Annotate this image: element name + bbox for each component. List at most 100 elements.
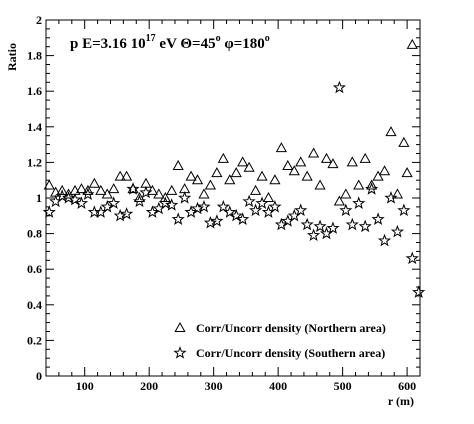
- axis-ticks: 0 0.2 0.4 0.6 0.8 1 1.2 1.4 1.6 1.8 2 100 200 300 400 5…: [27, 13, 421, 393]
- star-point: [255, 196, 269, 209]
- star-point: [126, 182, 140, 195]
- data-points: [42, 38, 426, 298]
- star-point: [178, 191, 192, 204]
- legend-star-icon: [173, 346, 187, 359]
- triangle-point: [262, 191, 275, 202]
- legend-label-northern: Corr/Uncorr density (Northern area): [196, 321, 386, 335]
- triangle-point: [237, 156, 249, 167]
- y-tick-label: 0.6: [27, 262, 42, 276]
- triangle-point: [288, 165, 300, 176]
- triangle-point: [295, 156, 307, 167]
- star-point: [300, 217, 314, 231]
- triangle-point: [88, 177, 100, 188]
- star-point: [242, 194, 256, 208]
- triangle-point: [191, 174, 204, 185]
- star-point: [397, 203, 411, 217]
- triangle-point: [398, 136, 410, 147]
- x-tick-label: 300: [205, 379, 223, 393]
- chart-title: p E=3.16 1017 eV Θ=45o φ=180o: [70, 33, 270, 52]
- star-point: [210, 214, 224, 227]
- x-tick-label: 500: [334, 379, 352, 393]
- triangle-point: [43, 179, 55, 190]
- triangle-point: [95, 184, 107, 195]
- triangle-point: [146, 184, 158, 195]
- triangle-point: [333, 195, 345, 206]
- star-point: [165, 198, 179, 211]
- triangle-point: [378, 165, 391, 176]
- y-tick-label: 2: [36, 13, 42, 27]
- triangle-point: [327, 158, 339, 169]
- triangle-point: [340, 188, 352, 199]
- y-tick-label: 1.8: [27, 49, 42, 63]
- star-point: [294, 203, 308, 217]
- star-point: [365, 182, 379, 195]
- star-point: [384, 191, 398, 204]
- legend-marker-triangle: [174, 321, 186, 332]
- star-point: [107, 196, 121, 209]
- star-point: [248, 203, 263, 217]
- triangle-point: [185, 170, 197, 181]
- star-point: [371, 212, 385, 225]
- star-point: [332, 80, 346, 94]
- triangle-point: [275, 142, 287, 153]
- triangle-point: [269, 174, 281, 185]
- star-point: [358, 219, 372, 233]
- triangle-point: [217, 152, 229, 163]
- star-point: [81, 187, 95, 201]
- x-tick-label: 100: [76, 379, 94, 393]
- legend-label-southern: Corr/Uncorr density (Southern area): [196, 346, 385, 360]
- x-tick-label: 400: [269, 379, 287, 393]
- triangle-point: [159, 191, 171, 202]
- title-prefix: p E=3.16 10: [70, 36, 146, 52]
- star-point: [216, 199, 230, 213]
- star-point: [223, 205, 237, 218]
- triangle-point: [346, 156, 358, 167]
- y-tick-label: 1.2: [27, 155, 42, 169]
- star-point: [132, 194, 147, 208]
- triangle-point: [385, 126, 397, 137]
- star-point: [326, 221, 340, 234]
- triangle-point: [353, 179, 365, 190]
- star-point: [229, 208, 243, 222]
- star-point: [405, 251, 419, 265]
- triangle-point: [301, 170, 313, 181]
- triangle-point: [133, 191, 146, 202]
- star-point: [345, 217, 359, 231]
- y-tick-label: 1: [36, 191, 42, 205]
- triangle-point: [198, 188, 210, 199]
- y-axis-title: Ratio: [5, 43, 19, 71]
- y-tick-label: 0: [36, 369, 42, 383]
- triangle-point: [75, 183, 88, 194]
- title-phi-unit: o: [265, 33, 270, 44]
- star-point: [339, 203, 353, 217]
- y-tick-label: 1.6: [27, 84, 42, 98]
- triangle-point: [101, 188, 113, 199]
- triangle-point: [127, 183, 139, 194]
- y-tick-label: 0.2: [27, 333, 42, 347]
- star-point: [171, 212, 185, 225]
- star-point: [412, 285, 426, 298]
- triangle-point: [224, 174, 236, 185]
- star-point: [74, 196, 89, 209]
- star-point: [313, 219, 327, 233]
- triangle-point: [359, 152, 371, 163]
- triangle-point: [282, 159, 294, 170]
- triangle-point: [366, 179, 378, 190]
- star-point: [236, 212, 250, 225]
- triangle-point: [108, 183, 120, 194]
- x-axis-title: r (m): [388, 394, 414, 408]
- y-tick-label: 1.4: [27, 120, 42, 134]
- title-theta-part: eV Θ=45: [156, 36, 216, 52]
- title-theta-unit: o: [216, 33, 221, 44]
- legend-triangle-icon: [174, 321, 186, 332]
- star-point: [390, 224, 405, 238]
- triangle-point: [314, 179, 326, 190]
- y-tick-label: 0.8: [27, 227, 42, 241]
- triangle-point: [308, 147, 320, 158]
- triangle-point: [243, 161, 255, 172]
- triangle-point: [372, 170, 384, 181]
- star-point: [352, 196, 366, 209]
- triangle-point: [249, 184, 262, 195]
- x-tick-label: 600: [398, 379, 416, 393]
